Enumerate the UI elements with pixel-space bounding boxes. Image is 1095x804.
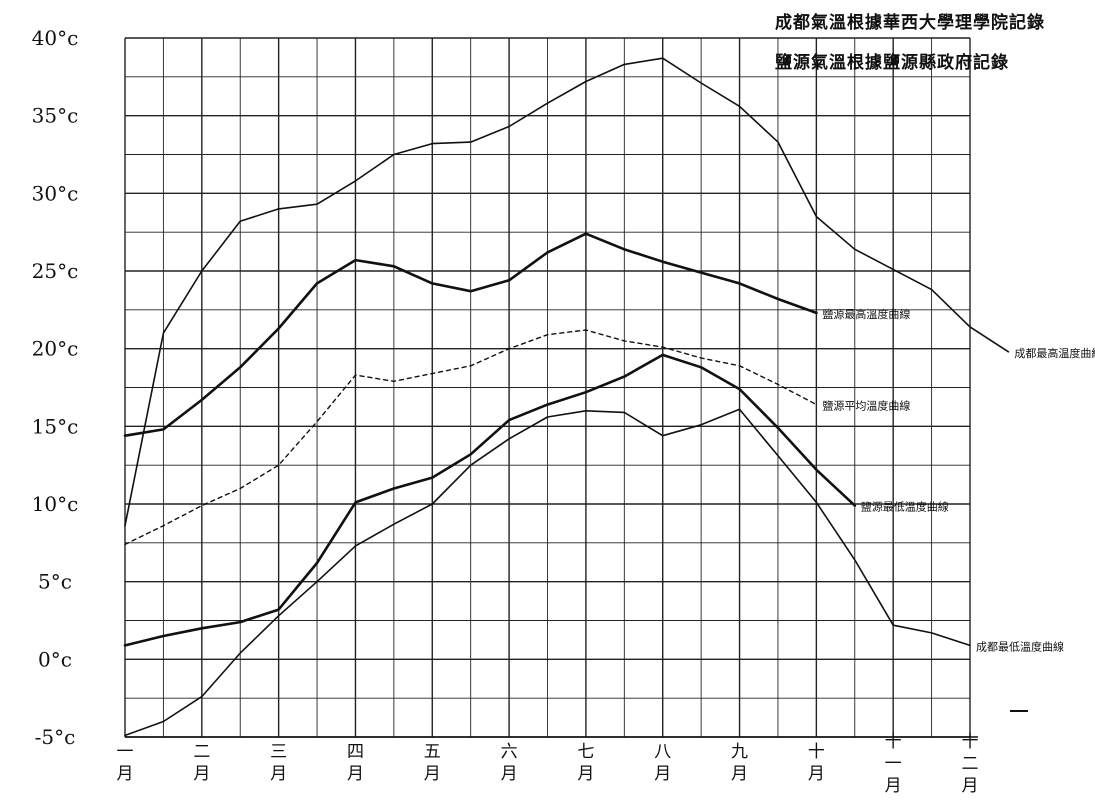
y-tick-label: 5°c: [38, 570, 72, 594]
y-tick-label: 20°c: [32, 337, 79, 361]
y-tick-label: 0°c: [38, 647, 72, 671]
x-tick-label: 一: [885, 754, 902, 774]
series-line: [124, 329, 818, 546]
y-tick-label: 10°c: [32, 492, 79, 516]
series-label: 成都最高温度曲線: [1014, 346, 1095, 360]
x-tick-label: 二: [193, 742, 210, 762]
x-tick-label: 二: [962, 754, 979, 774]
y-tick-label: 40°c: [32, 26, 79, 50]
x-tick-label: 月: [885, 776, 902, 796]
x-tick-label: 月: [501, 764, 518, 784]
y-tick-label: 35°c: [32, 104, 79, 128]
x-tick-label: 五: [424, 742, 441, 762]
x-tick-label: 月: [193, 764, 210, 784]
x-tick-label: 月: [117, 764, 134, 784]
x-tick-label: 九: [731, 742, 748, 762]
series-line: [124, 57, 1010, 527]
x-tick-label: 月: [270, 764, 287, 784]
x-tick-label: 三: [270, 742, 287, 762]
x-tick-label: 十: [808, 742, 825, 762]
y-axis-ticks: 40°c 35°c 30°c 25°c 20°c 15°c 10°c 5°c 0°c -5°c: [32, 26, 79, 749]
series-label: 鹽源平均溫度曲線: [822, 399, 910, 413]
x-tick-label: 六: [501, 742, 518, 762]
x-tick-label: 十: [962, 732, 979, 752]
x-tick-label: 月: [347, 764, 364, 784]
chart-grid: [124, 37, 978, 738]
x-tick-label: 八: [654, 742, 671, 762]
x-tick-label: 四: [347, 742, 364, 762]
x-tick-label: 月: [577, 764, 594, 784]
x-tick-label: 月: [962, 776, 979, 796]
x-tick-label: 一: [117, 742, 134, 762]
source-note-yanyuan: 鹽源氣溫根據鹽源縣政府記錄: [775, 53, 1009, 73]
series-label: 成都最低溫度曲線: [976, 639, 1064, 653]
x-tick-label: 月: [731, 764, 748, 784]
series-line: [123, 232, 818, 438]
x-tick-label: 月: [808, 764, 825, 784]
x-tick-label: 月: [654, 764, 671, 784]
x-tick-label: 月: [424, 764, 441, 784]
series-line: [124, 408, 971, 737]
series-lines: [123, 57, 1010, 737]
series-line: [123, 353, 857, 647]
y-tick-label: 25°c: [32, 259, 79, 283]
y-tick-label: -5°c: [35, 725, 76, 749]
x-tick-label: 十: [885, 732, 902, 752]
y-tick-label: 15°c: [32, 414, 79, 438]
series-label: 鹽源最高溫度曲線: [822, 307, 910, 321]
source-note-chengdu: 成都氣溫根據華西大學理學院記錄: [775, 13, 1045, 33]
y-tick-label: 30°c: [32, 181, 79, 205]
x-tick-label: 七: [577, 742, 594, 762]
series-label: 鹽源最低溫度曲線: [861, 500, 949, 514]
